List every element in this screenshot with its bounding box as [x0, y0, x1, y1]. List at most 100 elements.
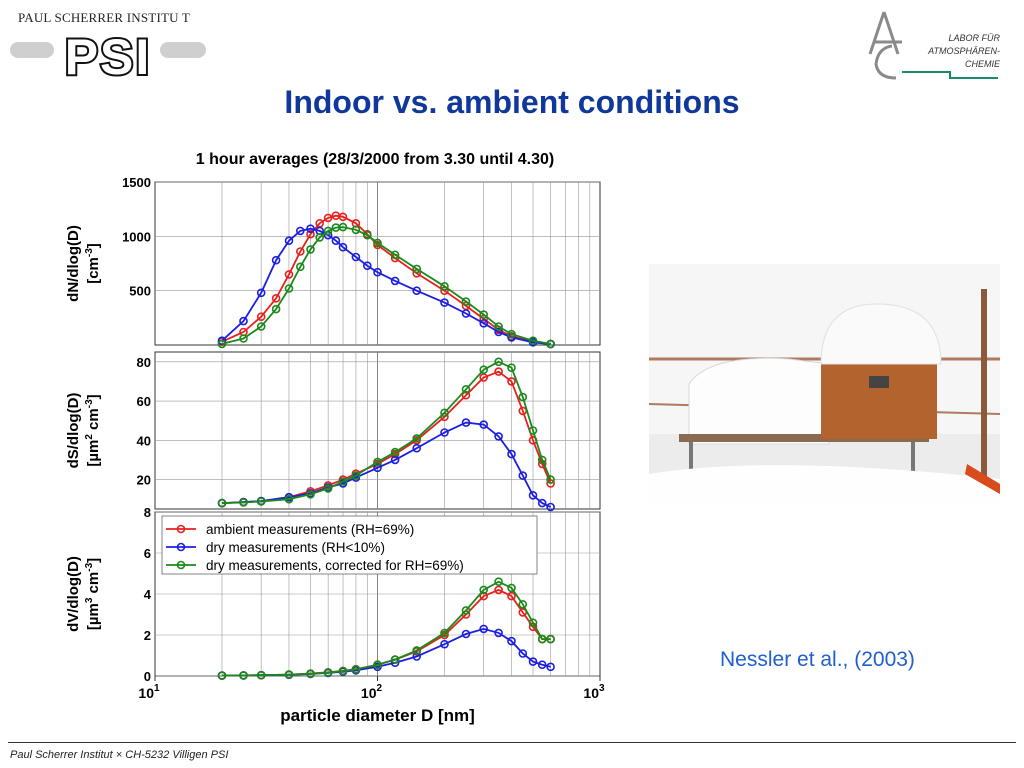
data-point — [338, 242, 348, 252]
data-point — [338, 222, 348, 232]
chart-panel-2: 20 40 60 80 dS/dlog(D) [µm2 cm-3] — [65, 351, 601, 512]
data-point — [373, 238, 382, 248]
data-point — [284, 270, 294, 279]
data-point — [412, 264, 422, 274]
data-point — [284, 236, 294, 245]
data-point — [546, 479, 555, 488]
data-point — [306, 669, 315, 679]
lac-logo-mark — [868, 11, 998, 80]
data-point — [306, 224, 315, 233]
data-point — [518, 392, 528, 402]
data-point — [323, 668, 333, 677]
y-tick-label: 8 — [144, 505, 151, 520]
data-point — [256, 670, 266, 680]
data-point — [271, 294, 281, 303]
data-point — [412, 434, 422, 443]
data-point — [373, 463, 382, 473]
data-point — [306, 245, 315, 254]
footer-divider — [8, 742, 1016, 743]
footer-text: Paul Scherrer Institut × CH-5232 Villige… — [10, 749, 229, 761]
data-point — [390, 250, 400, 260]
data-point — [295, 262, 305, 272]
lac-logo: LABOR FÜR ATMOSPHÄREN- CHEMIE — [862, 8, 1012, 84]
data-point — [351, 225, 361, 235]
data-point — [537, 455, 547, 465]
data-point — [239, 334, 248, 343]
chart-panel-1: 500 1000 1500 dN/dlog(D) [cm-3] — [65, 175, 601, 349]
y-axis-label: dS/dlog(D) [µm2 cm-3] — [65, 393, 102, 469]
data-point — [284, 494, 294, 504]
y-tick-label: 2 — [144, 628, 151, 643]
data-point — [528, 336, 538, 345]
data-point — [479, 420, 489, 429]
lac-text: LABOR FÜR ATMOSPHÄREN- CHEMIE — [922, 32, 1000, 71]
chart-svg: 1 hour averages (28/3/2000 from 3.30 unt… — [65, 151, 605, 725]
data-point — [546, 662, 555, 672]
y-tick-label: 80 — [137, 355, 151, 370]
data-point — [295, 247, 305, 256]
chart-title: 1 hour averages (28/3/2000 from 3.30 unt… — [196, 151, 554, 168]
data-point — [518, 471, 528, 480]
data-point — [546, 634, 555, 644]
psi-header: PAUL SCHERRER INSTITU T PSI — [8, 6, 208, 82]
data-point — [440, 628, 449, 638]
data-point — [507, 377, 516, 386]
data-point — [440, 282, 449, 291]
series-line-3 — [221, 580, 551, 677]
data-point — [494, 322, 503, 331]
citation: Nessler et al., (2003) — [720, 648, 915, 671]
psi-logo-text: PSI — [65, 29, 152, 82]
lac-line-2: ATMOSPHÄREN- — [928, 46, 1000, 56]
psi-logo-swoosh-right — [160, 42, 206, 58]
data-point — [507, 591, 516, 601]
data-point — [479, 591, 489, 601]
data-point — [315, 233, 325, 242]
data-point — [351, 665, 361, 674]
data-point — [331, 236, 341, 245]
data-point — [373, 660, 382, 670]
data-point — [494, 432, 503, 441]
data-point — [528, 426, 538, 435]
series-line-3 — [221, 226, 551, 345]
data-point — [323, 213, 333, 223]
data-point — [546, 502, 555, 512]
chart-panel-3: 0 2 4 6 8 dV/dlog(D) [µm3 cm-3] — [65, 505, 601, 684]
data-point — [546, 475, 555, 484]
data-point — [239, 671, 248, 680]
x-tick-label: 101 — [138, 683, 160, 701]
data-point — [390, 447, 400, 457]
x-axis-label: particle diameter D [nm] — [280, 706, 475, 725]
data-point — [537, 660, 547, 670]
data-point — [373, 457, 382, 467]
legend-swatch-marker — [176, 542, 186, 552]
data-point — [507, 449, 516, 459]
y-axis-label: dV/dlog(D) [µm3 cm-3] — [65, 556, 102, 632]
data-point — [479, 365, 489, 374]
lac-line-1: LABOR FÜR — [948, 33, 1000, 43]
data-point — [412, 286, 422, 295]
data-point — [507, 636, 516, 646]
data-point — [323, 226, 333, 236]
y-tick-label: 60 — [137, 394, 151, 409]
psi-logo: PSI — [10, 28, 206, 82]
y-tick-label: 40 — [137, 433, 151, 448]
data-point — [373, 267, 382, 277]
data-point — [461, 418, 471, 427]
data-point — [461, 390, 471, 400]
legend-swatch-marker — [176, 560, 186, 570]
y-tick-label: 4 — [144, 587, 152, 602]
y-tick-label: 1500 — [122, 175, 151, 190]
data-point — [271, 255, 281, 265]
series-line-1 — [221, 214, 551, 345]
data-point — [390, 655, 400, 664]
data-point — [440, 298, 449, 307]
y-tick-label: 500 — [129, 284, 151, 299]
data-point — [284, 670, 294, 679]
x-tick-label: 102 — [361, 683, 383, 701]
data-point — [507, 363, 516, 372]
data-point — [338, 477, 348, 486]
data-point — [461, 309, 471, 318]
data-point — [546, 339, 555, 349]
y-tick-label: 20 — [137, 473, 151, 488]
data-point — [528, 490, 538, 500]
